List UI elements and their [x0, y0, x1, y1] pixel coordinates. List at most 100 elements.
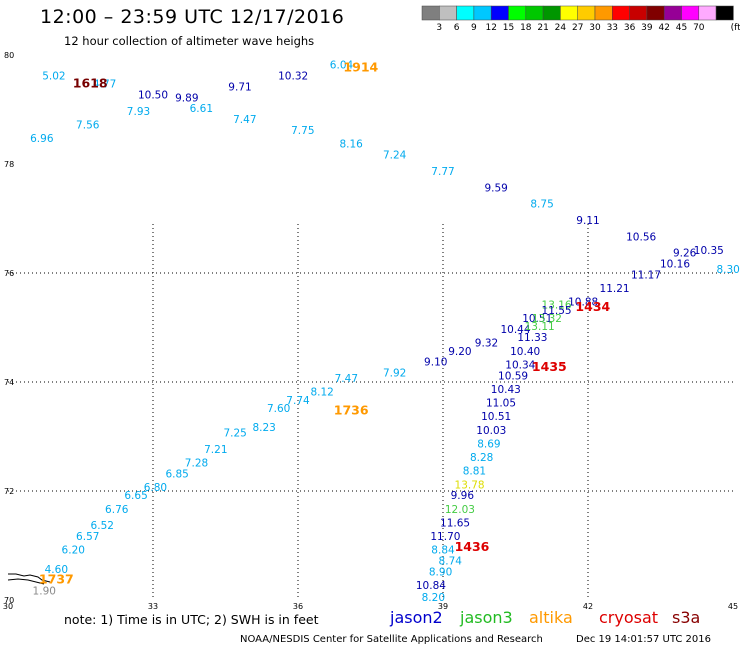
pass-time: 1618 — [73, 76, 108, 91]
swh-value: 1.90 — [33, 586, 56, 598]
y-tick-label: 72 — [4, 487, 14, 496]
pass-time: 1737 — [39, 572, 74, 587]
swh-value: 8.30 — [716, 264, 739, 276]
swh-value: 11.70 — [430, 531, 460, 543]
swh-value: 9.26 — [673, 248, 697, 260]
wave-height-values: 5.02 4.77 10.50 9.89 9.71 10.32 6.04 7.93 6.61 7.… — [30, 60, 740, 604]
swh-value: 6.85 — [165, 468, 188, 480]
pass-time: 1434 — [575, 299, 610, 314]
swh-value: 6.65 — [124, 490, 147, 502]
swh-value: 8.12 — [310, 387, 333, 399]
y-tick-label: 80 — [4, 51, 14, 60]
legend-cryosat: cryosat — [599, 608, 659, 627]
swh-value: 10.40 — [510, 346, 540, 358]
colorbar-label: 36 — [624, 23, 636, 33]
swh-value: 9.89 — [175, 92, 198, 104]
swh-value: 8.84 — [431, 545, 455, 557]
swh-value: 9.96 — [451, 490, 475, 502]
pass-time: 1436 — [455, 539, 490, 554]
swh-value: 10.50 — [138, 90, 168, 102]
swh-value: 10.32 — [278, 71, 308, 83]
swh-value: 7.92 — [383, 368, 406, 380]
y-tick-label: 76 — [4, 269, 14, 278]
colorbar-label: 21 — [537, 23, 548, 33]
coastline — [7, 573, 51, 585]
colorbar-label: 24 — [555, 23, 567, 33]
swh-value: 8.16 — [339, 139, 363, 151]
swh-value: 13.11 — [525, 321, 555, 333]
swh-value: 7.25 — [223, 428, 246, 440]
swh-value: 9.71 — [228, 81, 251, 93]
credit-line: NOAA/NESDIS Center for Satellite Applica… — [240, 634, 543, 645]
swh-value: 10.43 — [491, 384, 521, 396]
pass-time-labels: 1618 1914 1736 1434 1435 1436 1737 — [39, 59, 611, 586]
swh-value: 7.75 — [291, 125, 314, 137]
swh-value: 13.32 — [532, 313, 562, 325]
pass-time: 1736 — [334, 403, 369, 418]
colorbar-label: 45 — [676, 23, 687, 33]
colorbar-label: 9 — [471, 23, 477, 33]
y-tick-label: 78 — [4, 160, 14, 169]
colorbar-label: 39 — [641, 23, 653, 33]
swh-value: 6.61 — [190, 103, 213, 115]
swh-value: 10.84 — [416, 580, 446, 592]
swh-value: 7.60 — [267, 403, 290, 415]
x-tick-label: 39 — [438, 602, 448, 611]
legend-jason3: jason3 — [460, 608, 513, 627]
colorbar-label: 27 — [572, 23, 583, 33]
legend-jason2: jason2 — [390, 608, 443, 627]
swh-value: 8.28 — [470, 452, 493, 464]
generated-timestamp: Dec 19 14:01:57 UTC 2016 — [576, 634, 711, 645]
colorbar-label: 33 — [607, 23, 618, 33]
swh-value: 11.21 — [600, 283, 630, 295]
swh-value: 6.20 — [62, 545, 85, 557]
swh-value: 10.59 — [498, 370, 528, 382]
swh-value: 7.21 — [204, 444, 227, 456]
swh-value: 6.96 — [30, 133, 54, 145]
swh-value: 10.03 — [476, 425, 506, 437]
swh-value: 7.77 — [431, 166, 454, 178]
swh-value: 8.69 — [477, 438, 500, 450]
colorbar-label: 18 — [520, 23, 532, 33]
swh-value: 11.55 — [542, 305, 572, 317]
swh-value: 11.17 — [631, 269, 661, 281]
swh-value: 8.23 — [252, 422, 275, 434]
x-tick-label: 33 — [148, 602, 158, 611]
swh-value: 11.33 — [517, 332, 547, 344]
legend-altika: altika — [529, 608, 573, 627]
swh-value: 6.52 — [91, 520, 114, 532]
swh-value: 9.20 — [448, 346, 471, 358]
colorbar-unit: (ft) — [731, 23, 740, 33]
colorbar-label: 30 — [589, 23, 601, 33]
swh-value: 7.74 — [286, 395, 310, 407]
swh-value: 9.59 — [484, 182, 507, 194]
chart-title: 12:00 – 23:59 UTC 12/17/2016 — [40, 6, 345, 28]
swh-value: 8.81 — [463, 466, 486, 478]
swh-value: 10.16 — [660, 259, 690, 271]
y-tick-label: 70 — [4, 596, 14, 605]
swh-value: 10.34 — [505, 359, 535, 371]
y-tick-label: 74 — [4, 378, 14, 387]
swh-value: 8.75 — [530, 199, 553, 211]
colorbar-bin — [715, 5, 734, 21]
swh-value: 5.02 — [42, 71, 65, 83]
swh-value: 8.20 — [422, 592, 445, 604]
colorbar-label: 70 — [693, 23, 705, 33]
swh-value: 7.47 — [233, 114, 256, 126]
swh-value: 10.51 — [522, 313, 552, 325]
swh-value: 6.57 — [76, 531, 99, 543]
swh-value: 8.74 — [439, 556, 463, 568]
swh-value: 10.56 — [626, 231, 656, 243]
swh-value: 11.65 — [440, 517, 470, 529]
swh-value: 11.05 — [486, 398, 516, 410]
swh-value: 4.60 — [45, 564, 68, 576]
swh-value: 13.16 — [542, 299, 572, 311]
colorbar-label: 12 — [485, 23, 496, 33]
x-tick-label: 36 — [293, 602, 303, 611]
swh-value: 9.10 — [424, 357, 447, 369]
swh-value: 7.28 — [185, 457, 208, 469]
grid — [8, 223, 733, 600]
colorbar-label: 6 — [454, 23, 460, 33]
